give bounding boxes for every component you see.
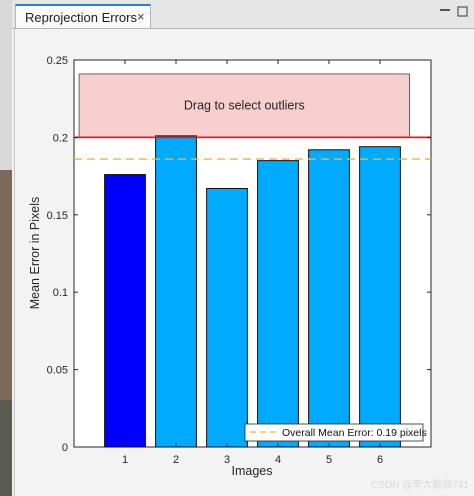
y-tick-label: 0.2 [53, 132, 68, 144]
y-axis-label: Mean Error in Pixels [28, 197, 42, 310]
reprojection-error-chart: Drag to select outliers 0 0.05 0.1 0.15 0.2 0… [28, 55, 432, 478]
x-tick-label: 6 [377, 454, 383, 466]
minimize-icon[interactable] [438, 4, 452, 20]
tab-bar: Reprojection Errors × [12, 0, 474, 29]
x-axis-label: Images [232, 464, 273, 478]
y-tick-label: 0.25 [47, 55, 68, 67]
y-tick-label: 0 [62, 442, 68, 454]
outlier-region-label: Drag to select outliers [184, 99, 305, 113]
figure-panel: Drag to select outliers 0 0.05 0.1 0.15 0.2 0… [14, 29, 474, 496]
y-tick-label: 0.1 [53, 287, 68, 299]
close-icon[interactable]: × [137, 9, 145, 24]
y-tick-label: 0.15 [47, 210, 68, 222]
legend: Overall Mean Error: 0.19 pixels [244, 423, 427, 442]
bar-image-3[interactable] [206, 187, 248, 448]
background-window [0, 0, 12, 496]
legend-box [244, 423, 424, 442]
bar-image-5[interactable] [308, 149, 350, 448]
window-restore-icon[interactable] [456, 4, 470, 20]
watermark: CSDN @李大脑袋741 [371, 480, 469, 491]
x-tick-label: 5 [326, 454, 332, 466]
x-tick-label: 2 [173, 454, 179, 466]
background-strip-bottom [0, 400, 12, 496]
background-strip-top [0, 0, 12, 170]
x-tick-label: 4 [275, 454, 281, 466]
tab-title: Reprojection Errors [25, 10, 137, 25]
bar-image-6[interactable] [359, 146, 401, 448]
outlier-selection-region[interactable] [78, 73, 410, 138]
y-tick-label: 0.05 [47, 365, 68, 377]
bar-image-2[interactable] [155, 135, 197, 448]
x-tick-label: 1 [122, 454, 128, 466]
legend-mean-label: Overall Mean Error: 0.19 pixels [282, 427, 427, 439]
background-strip-middle [0, 170, 12, 400]
x-tick-label: 3 [224, 454, 230, 466]
tab-reprojection-errors[interactable]: Reprojection Errors × [15, 4, 151, 28]
bar-image-4[interactable] [257, 160, 299, 448]
bar-image-1[interactable] [104, 174, 146, 448]
